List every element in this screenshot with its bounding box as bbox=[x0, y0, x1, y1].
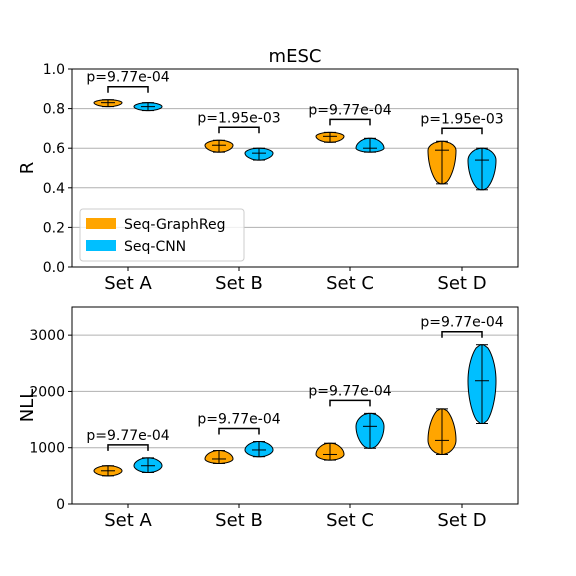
x-tick-label: Set C bbox=[326, 273, 374, 294]
significance-bracket bbox=[107, 85, 149, 93]
legend-label: Seq-GraphReg bbox=[124, 217, 226, 233]
plot-area bbox=[71, 68, 519, 268]
significance-bracket bbox=[218, 126, 260, 134]
p-value-label: p=9.77e-04 bbox=[86, 428, 169, 444]
significance-bracket bbox=[329, 118, 371, 126]
significance-bracket bbox=[329, 399, 371, 407]
legend-swatch bbox=[86, 218, 116, 229]
y-tick-label: 3000 bbox=[29, 328, 65, 344]
p-value-label: p=9.77e-04 bbox=[420, 315, 503, 331]
y-tick-label: 1.0 bbox=[43, 62, 65, 78]
y-tick-label: 1000 bbox=[29, 441, 65, 457]
p-value-label: p=1.95e-03 bbox=[197, 110, 280, 126]
legend-swatch bbox=[86, 240, 116, 251]
x-tick-label: Set C bbox=[326, 510, 374, 531]
significance-bracket bbox=[107, 444, 149, 451]
legend: Seq-GraphReg Seq-CNN bbox=[79, 208, 245, 262]
y-tick-label: 0.4 bbox=[43, 181, 65, 197]
legend-label: Seq-CNN bbox=[124, 239, 186, 255]
y-tick-label: 0.0 bbox=[43, 260, 65, 276]
p-value-label: p=9.77e-04 bbox=[308, 383, 391, 399]
x-tick-label: Set A bbox=[104, 273, 152, 294]
p-value-label: p=1.95e-03 bbox=[420, 111, 503, 127]
chart-panel-1: 0 1000 2000 3000 Set A Set B Set C Set D p=9.77e… bbox=[17, 306, 519, 531]
p-value-label: p=9.77e-04 bbox=[197, 412, 280, 428]
y-axis-label: R bbox=[17, 162, 38, 175]
chart-title: mESC bbox=[269, 46, 322, 67]
y-tick-label: 0.2 bbox=[43, 220, 65, 236]
chart-panel-0: 0.0 0.2 0.4 0.6 0.8 1.0 Set A Set B Set C Set D p=… bbox=[17, 46, 519, 294]
y-axis-label: NLL bbox=[17, 389, 38, 423]
y-tick-label: 0 bbox=[56, 497, 65, 513]
significance-bracket bbox=[218, 427, 260, 435]
x-tick-label: Set D bbox=[437, 510, 486, 531]
x-tick-label: Set A bbox=[104, 510, 152, 531]
legend-frame bbox=[79, 208, 245, 262]
x-tick-label: Set B bbox=[215, 273, 263, 294]
y-tick-label: 0.8 bbox=[43, 102, 65, 118]
significance-bracket bbox=[441, 330, 483, 338]
x-tick-label: Set B bbox=[215, 510, 263, 531]
p-value-label: p=9.77e-04 bbox=[308, 102, 391, 118]
plot-area bbox=[71, 306, 519, 505]
y-tick-label: 0.6 bbox=[43, 141, 65, 157]
p-value-label: p=9.77e-04 bbox=[86, 70, 169, 86]
significance-bracket bbox=[441, 127, 483, 135]
x-tick-label: Set D bbox=[437, 273, 486, 294]
y-tick-label: 2000 bbox=[29, 384, 65, 400]
